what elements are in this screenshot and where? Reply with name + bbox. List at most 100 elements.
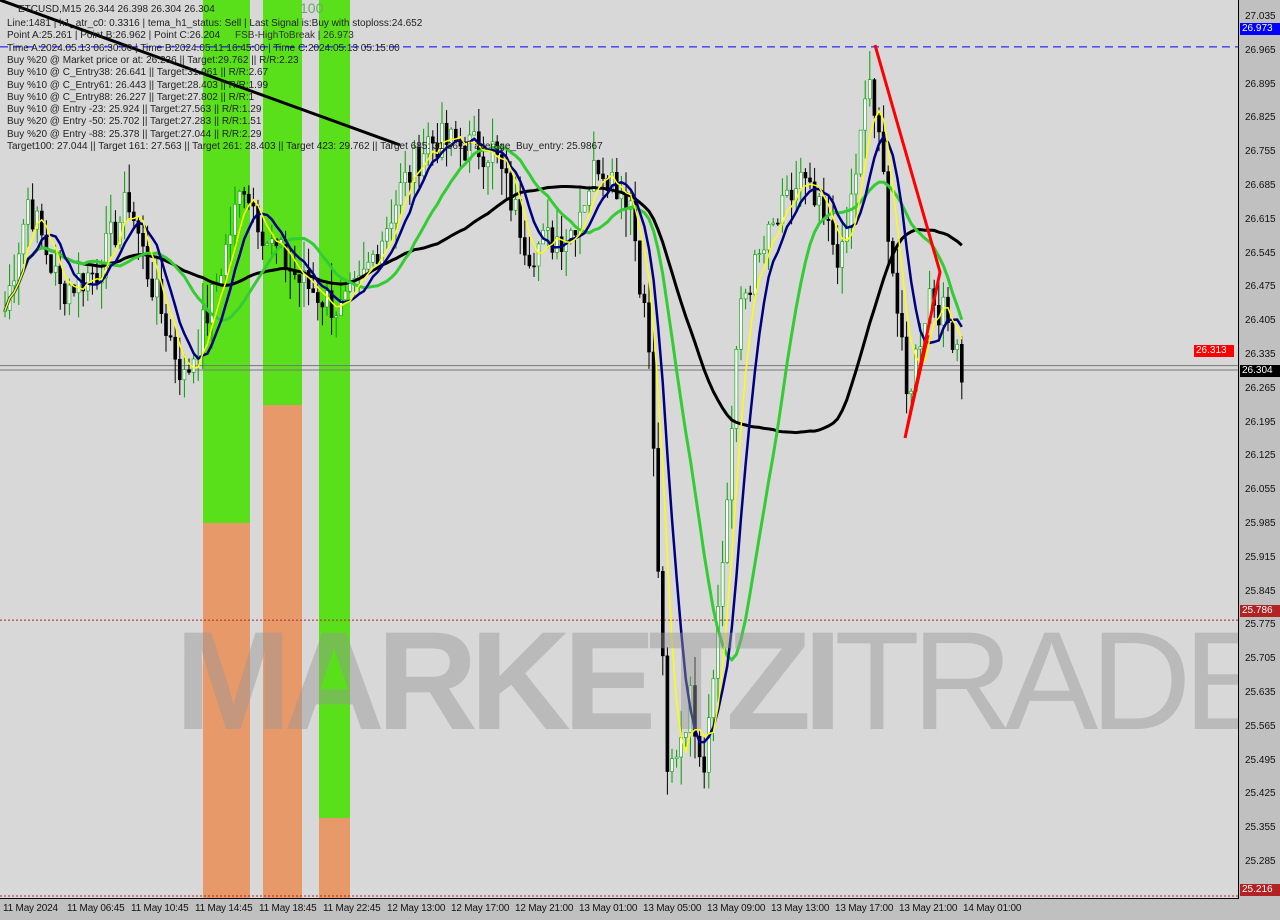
candle-body bbox=[481, 156, 486, 168]
candle-body bbox=[573, 230, 578, 236]
y-tick-label: 26.895 bbox=[1245, 78, 1276, 90]
candle-body bbox=[660, 571, 665, 657]
candle-body bbox=[854, 173, 858, 195]
candle-body bbox=[315, 292, 320, 303]
ma-navy-line bbox=[3, 134, 963, 744]
candle-body bbox=[532, 265, 536, 268]
bid-tag: 26.313 bbox=[1194, 345, 1234, 357]
signal-zone-orange bbox=[319, 818, 350, 898]
candle-body bbox=[403, 172, 408, 183]
candle-body bbox=[711, 678, 716, 719]
label-100: 100 bbox=[300, 0, 324, 16]
candle-body bbox=[173, 336, 177, 360]
candle-body bbox=[601, 173, 605, 179]
info-line: Buy %20 @ Entry -88: 25.378 || Target:27… bbox=[7, 128, 262, 140]
candle-body bbox=[771, 222, 776, 225]
candle-body bbox=[950, 322, 955, 350]
candle-body bbox=[182, 369, 187, 381]
candle-body bbox=[909, 390, 914, 395]
x-tick-label: 14 May 01:00 bbox=[963, 903, 1022, 914]
x-tick-label: 11 May 22:45 bbox=[323, 903, 381, 914]
level-tag-blue: 26.973 bbox=[1240, 23, 1280, 35]
candle-body bbox=[762, 249, 766, 254]
y-tick-label: 25.845 bbox=[1245, 585, 1276, 597]
candle-body bbox=[637, 240, 642, 295]
candle-body bbox=[821, 196, 826, 220]
candle-body bbox=[417, 147, 421, 177]
candle-body bbox=[812, 181, 817, 206]
chart-canvas bbox=[0, 0, 1238, 898]
candle-body bbox=[104, 233, 108, 279]
info-line: Point A:25.261 | Point B:26.962 | Point … bbox=[7, 30, 221, 42]
candle-body bbox=[697, 736, 702, 758]
candle-body bbox=[463, 145, 467, 161]
candle-body bbox=[72, 284, 76, 294]
candle-body bbox=[785, 189, 789, 196]
y-tick-label: 25.915 bbox=[1245, 551, 1276, 563]
x-tick-label: 13 May 09:00 bbox=[707, 903, 766, 914]
candle-body bbox=[716, 606, 720, 679]
level-tag-red-low: 25.216 bbox=[1240, 884, 1280, 896]
candle-body bbox=[656, 448, 661, 572]
candle-body bbox=[210, 284, 214, 324]
candle-body bbox=[826, 218, 831, 221]
y-tick-label: 26.405 bbox=[1245, 315, 1276, 327]
candle-body bbox=[702, 756, 707, 773]
info-line: Buy %20 @ Entry -50: 25.702 || Target:27… bbox=[7, 116, 262, 128]
info-line: Buy %10 @ C_Entry38: 26.641 || Target:31… bbox=[7, 67, 269, 79]
candle-body bbox=[757, 253, 762, 255]
candle-body bbox=[343, 290, 348, 301]
candle-body bbox=[141, 233, 145, 247]
y-tick-label: 26.265 bbox=[1245, 382, 1276, 394]
y-tick-label: 26.825 bbox=[1245, 112, 1276, 124]
info-line: Time A:2024.05.13 06:30:00 | Time B:2024… bbox=[7, 42, 400, 54]
info-line: Line:1481 | h1_atr_c0: 0.3316 | tema_h1_… bbox=[7, 18, 423, 29]
info-line: Buy %10 @ Entry -23: 25.924 || Target:27… bbox=[7, 104, 262, 116]
candle-body bbox=[145, 245, 150, 280]
candle-body bbox=[90, 272, 95, 275]
candle-body bbox=[720, 562, 725, 607]
candle-body bbox=[325, 290, 329, 308]
candle-body bbox=[789, 189, 794, 201]
y-tick-label: 26.615 bbox=[1245, 213, 1276, 225]
signal-zone-green bbox=[319, 0, 350, 818]
candle-body bbox=[739, 298, 743, 350]
candle-body bbox=[472, 131, 477, 136]
pattern-triangle-line bbox=[873, 44, 942, 439]
candle-body bbox=[536, 243, 541, 267]
chart-plot-area[interactable]: MARKETZITRADE bbox=[0, 0, 1239, 899]
candle-body bbox=[113, 221, 118, 246]
candle-body bbox=[628, 200, 633, 210]
candle-body bbox=[444, 122, 449, 145]
info-line: Buy %10 @ C_Entry88: 26.227 || Target:27… bbox=[7, 91, 255, 103]
candle-body bbox=[881, 131, 886, 172]
candle-body bbox=[159, 278, 164, 315]
candle-body bbox=[76, 273, 81, 294]
last-price-tag: 26.304 bbox=[1240, 365, 1280, 377]
candle-body bbox=[53, 265, 58, 273]
candle-body bbox=[725, 499, 730, 563]
candle-body bbox=[136, 220, 141, 234]
x-tick-label: 13 May 21:00 bbox=[899, 903, 958, 914]
candle-body bbox=[320, 302, 325, 308]
candle-body bbox=[486, 162, 490, 168]
candle-body bbox=[555, 236, 559, 253]
candle-body bbox=[62, 283, 67, 305]
y-tick-label: 26.335 bbox=[1245, 349, 1276, 360]
candle-body bbox=[775, 222, 780, 225]
candle-body bbox=[872, 79, 877, 116]
candle-body bbox=[228, 234, 233, 245]
x-tick-label: 11 May 18:45 bbox=[259, 903, 317, 914]
candle-body bbox=[918, 346, 923, 350]
candle-body bbox=[665, 655, 670, 772]
candle-body bbox=[596, 160, 601, 175]
candle-body bbox=[178, 358, 182, 381]
y-tick-label: 25.635 bbox=[1245, 687, 1276, 698]
candle-body bbox=[122, 192, 127, 223]
candle-body bbox=[440, 122, 444, 158]
info-line: Buy %20 @ Market price or at: 26.236 || … bbox=[7, 54, 299, 66]
level-tag-red: 25.786 bbox=[1240, 605, 1280, 617]
candle-body bbox=[12, 280, 16, 287]
candle-body bbox=[260, 231, 265, 246]
candle-body bbox=[233, 203, 237, 236]
